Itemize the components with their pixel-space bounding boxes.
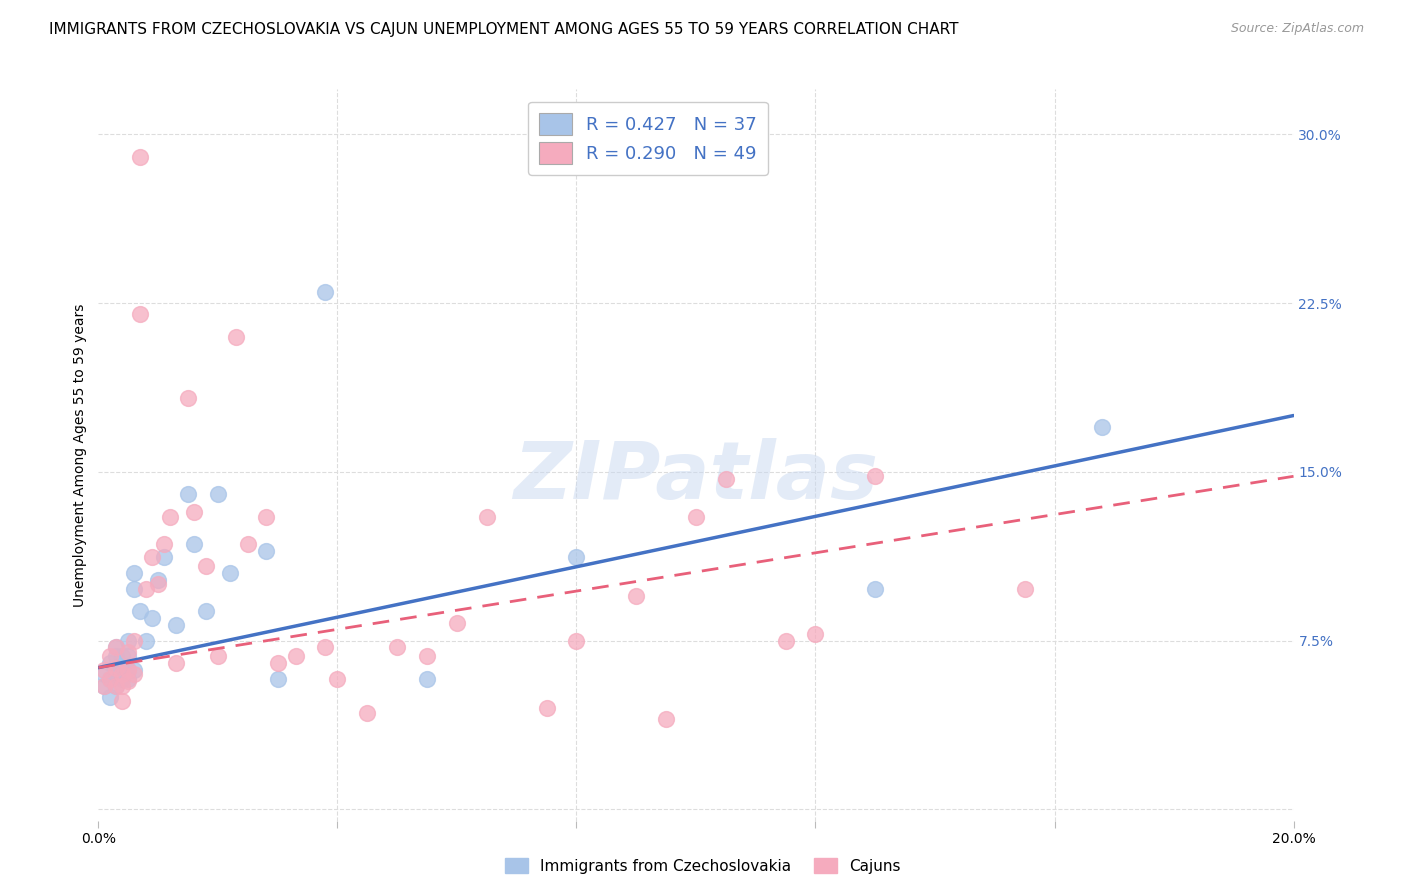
Point	[236, 537, 259, 551]
Point	[117, 633, 139, 648]
Point	[416, 649, 439, 664]
Point	[315, 640, 337, 655]
Point	[326, 672, 349, 686]
Point	[195, 559, 218, 574]
Point	[129, 307, 152, 321]
Point	[117, 672, 139, 686]
Point	[536, 701, 558, 715]
Point	[385, 640, 409, 655]
Point	[714, 471, 737, 485]
Point	[1091, 419, 1114, 434]
Point	[135, 633, 157, 648]
Point	[177, 487, 200, 501]
Point	[416, 672, 439, 686]
Point	[105, 667, 128, 681]
Point	[124, 633, 146, 648]
Point	[865, 469, 887, 483]
Point	[93, 663, 115, 677]
Point	[124, 582, 146, 596]
Point	[93, 667, 115, 681]
Point	[315, 285, 337, 299]
Point	[153, 550, 176, 565]
Point	[111, 694, 134, 708]
Text: IMMIGRANTS FROM CZECHOSLOVAKIA VS CAJUN UNEMPLOYMENT AMONG AGES 55 TO 59 YEARS C: IMMIGRANTS FROM CZECHOSLOVAKIA VS CAJUN …	[49, 22, 959, 37]
Point	[254, 543, 277, 558]
Point	[565, 633, 588, 648]
Point	[267, 672, 290, 686]
Point	[111, 667, 134, 681]
Point	[98, 649, 122, 664]
Point	[655, 712, 678, 726]
Point	[129, 604, 152, 618]
Point	[105, 649, 128, 664]
Point	[195, 604, 218, 618]
Point	[98, 672, 122, 686]
Point	[165, 656, 187, 670]
Point	[183, 537, 205, 551]
Legend: Immigrants from Czechoslovakia, Cajuns: Immigrants from Czechoslovakia, Cajuns	[499, 852, 907, 880]
Point	[93, 679, 115, 693]
Point	[775, 633, 797, 648]
Point	[124, 566, 146, 580]
Point	[177, 391, 200, 405]
Point	[254, 509, 277, 524]
Point	[105, 679, 128, 693]
Point	[124, 663, 146, 677]
Point	[284, 649, 307, 664]
Point	[105, 660, 128, 674]
Y-axis label: Unemployment Among Ages 55 to 59 years: Unemployment Among Ages 55 to 59 years	[73, 303, 87, 607]
Point	[135, 582, 157, 596]
Legend: R = 0.427   N = 37, R = 0.290   N = 49: R = 0.427 N = 37, R = 0.290 N = 49	[529, 102, 768, 175]
Point	[117, 663, 139, 677]
Point	[207, 487, 229, 501]
Point	[1014, 582, 1036, 596]
Point	[117, 663, 139, 677]
Point	[111, 649, 134, 664]
Point	[117, 645, 139, 659]
Point	[148, 573, 170, 587]
Point	[141, 611, 163, 625]
Point	[111, 679, 134, 693]
Point	[117, 674, 139, 689]
Text: ZIPatlas: ZIPatlas	[513, 438, 879, 516]
Point	[475, 509, 498, 524]
Point	[225, 330, 247, 344]
Point	[153, 537, 176, 551]
Point	[111, 663, 134, 677]
Point	[93, 679, 115, 693]
Point	[267, 656, 290, 670]
Point	[98, 672, 122, 686]
Point	[685, 509, 707, 524]
Point	[105, 640, 128, 655]
Point	[117, 649, 139, 664]
Text: Source: ZipAtlas.com: Source: ZipAtlas.com	[1230, 22, 1364, 36]
Point	[865, 582, 887, 596]
Point	[105, 679, 128, 693]
Point	[124, 667, 146, 681]
Point	[105, 640, 128, 655]
Point	[98, 690, 122, 704]
Point	[148, 577, 170, 591]
Point	[356, 706, 378, 720]
Point	[565, 550, 588, 565]
Point	[165, 617, 187, 632]
Point	[207, 649, 229, 664]
Point	[219, 566, 242, 580]
Point	[111, 672, 134, 686]
Point	[159, 509, 181, 524]
Point	[141, 550, 163, 565]
Point	[626, 589, 648, 603]
Point	[129, 150, 152, 164]
Point	[804, 627, 827, 641]
Point	[446, 615, 468, 630]
Point	[183, 505, 205, 519]
Point	[98, 656, 122, 670]
